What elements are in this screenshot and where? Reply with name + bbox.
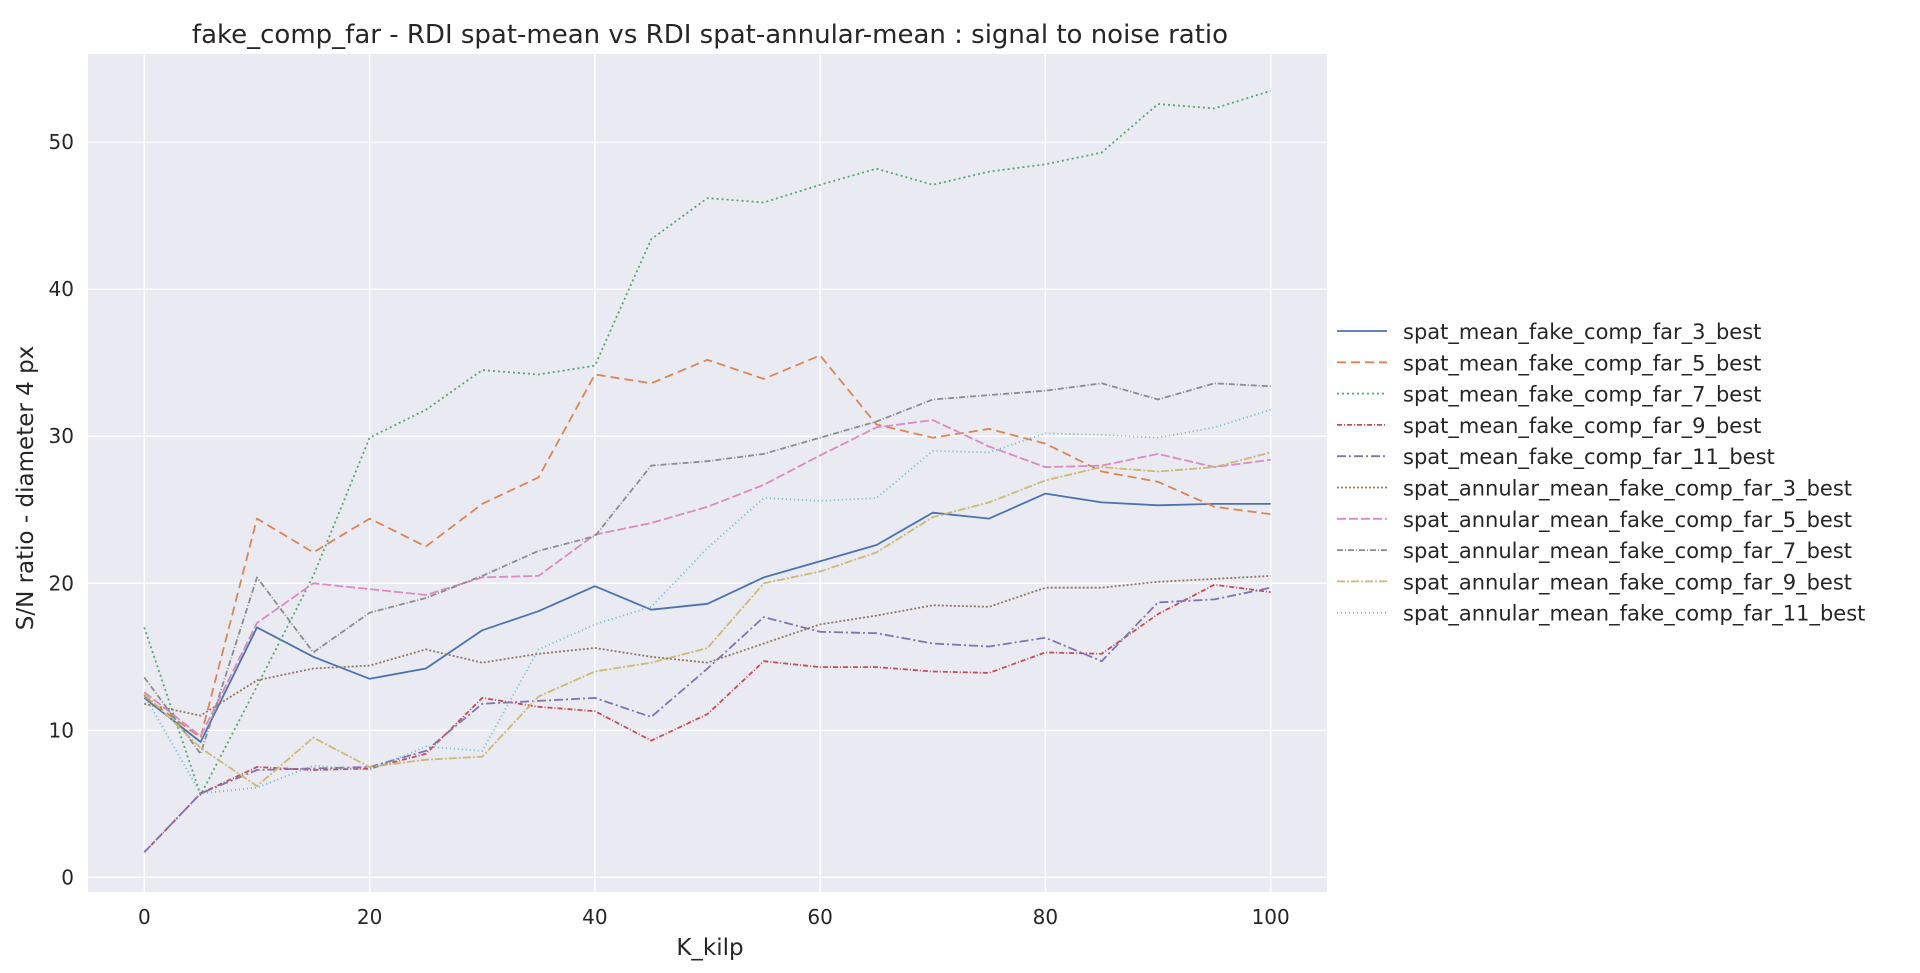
series-line-5 [143, 586, 1271, 853]
series-lines [143, 89, 1271, 853]
y-tick-label: 50 [49, 130, 74, 154]
x-tick-label: 60 [807, 905, 832, 929]
series-line-2 [143, 354, 1271, 739]
y-axis-label: S/N ratio - diameter 4 px [13, 346, 39, 631]
legend-entry-label: spat_annular_mean_fake_comp_far_9_best [1403, 570, 1852, 595]
x-tick-label: 0 [138, 905, 151, 929]
legend-entry-label: spat_annular_mean_fake_comp_far_11_best [1403, 602, 1865, 627]
legend-entry-label: spat_mean_fake_comp_far_5_best [1403, 351, 1761, 376]
y-tick-label: 0 [61, 865, 74, 889]
x-axis-label: K_kilp [676, 935, 743, 961]
series-line-7 [143, 419, 1271, 738]
x-tick-label: 40 [582, 905, 607, 929]
legend-entry-label: spat_mean_fake_comp_far_11_best [1403, 445, 1775, 470]
legend-entry-label: spat_mean_fake_comp_far_9_best [1403, 414, 1761, 439]
x-tick-label: 20 [357, 905, 382, 929]
legend: spat_mean_fake_comp_far_3_best spat_mean_… [1337, 320, 1865, 627]
series-line-1 [143, 492, 1271, 743]
series-line-8 [143, 382, 1271, 755]
x-tick-label: 80 [1033, 905, 1058, 929]
series-line-6 [144, 575, 1271, 717]
y-tick-label: 30 [49, 424, 74, 448]
y-tick-label: 20 [49, 571, 74, 595]
y-tick-label: 10 [49, 718, 74, 742]
grid-lines [88, 54, 1327, 892]
x-tick-labels: 0 20 40 60 80 100 [138, 905, 1290, 929]
legend-entry-label: spat_annular_mean_fake_comp_far_3_best [1403, 477, 1852, 502]
legend-entry-label: spat_mean_fake_comp_far_3_best [1403, 320, 1761, 345]
y-tick-label: 40 [49, 277, 74, 301]
chart-title: fake_comp_far - RDI spat-mean vs RDI spa… [192, 20, 1228, 50]
series-line-9 [143, 451, 1271, 787]
y-tick-labels: 0 10 20 30 40 50 [49, 130, 74, 889]
legend-entry-label: spat_annular_mean_fake_comp_far_7_best [1403, 539, 1852, 564]
series-line-4 [143, 583, 1271, 853]
legend-entry-label: spat_annular_mean_fake_comp_far_5_best [1403, 508, 1852, 533]
plot-area-background [88, 54, 1327, 892]
legend-entry-label: spat_mean_fake_comp_far_7_best [1403, 383, 1761, 408]
x-tick-label: 100 [1252, 905, 1290, 929]
series-line-3 [143, 89, 1271, 796]
